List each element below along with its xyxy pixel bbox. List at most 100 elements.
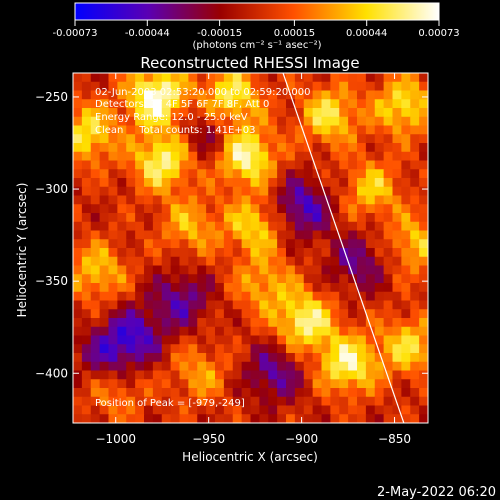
heatmap-cell	[419, 221, 428, 231]
heatmap-cell	[374, 178, 385, 188]
heatmap-cell	[241, 134, 251, 144]
heatmap-cell	[108, 213, 118, 223]
heatmap-cell	[339, 414, 349, 423]
heatmap-cell	[419, 318, 428, 328]
heatmap-cell	[161, 300, 172, 310]
heatmap-cell	[144, 291, 154, 301]
heatmap-cell	[170, 353, 180, 363]
heatmap-cell	[99, 134, 109, 144]
heatmap-cell	[330, 221, 340, 231]
heatmap-cell	[392, 370, 402, 380]
heatmap-cell	[294, 265, 305, 275]
heatmap-cell	[357, 318, 367, 328]
heatmap-cell	[108, 195, 118, 205]
heatmap-cell	[259, 160, 269, 170]
heatmap-cell	[410, 116, 420, 126]
heatmap-cell	[277, 186, 287, 196]
heatmap-cell	[144, 143, 154, 153]
heatmap-cell	[232, 221, 243, 231]
heatmap-cell	[90, 274, 101, 284]
heatmap-cell	[374, 405, 385, 415]
heatmap-cell	[73, 230, 83, 240]
heatmap-cell	[303, 213, 314, 223]
heatmap-cell	[330, 344, 340, 354]
heatmap-cell	[197, 90, 207, 100]
heatmap-cell	[108, 116, 118, 126]
heatmap-cell	[197, 274, 207, 284]
heatmap-cell	[90, 414, 101, 423]
heatmap-cell	[126, 344, 136, 354]
heatmap-cell	[277, 344, 287, 354]
heatmap-cell	[241, 143, 251, 153]
heatmap-cell	[383, 151, 393, 161]
x-tick-label: −950	[192, 432, 225, 446]
heatmap-cell	[135, 143, 145, 153]
heatmap-cell	[365, 309, 376, 319]
heatmap-cell	[259, 195, 269, 205]
heatmap-cell	[348, 99, 358, 109]
heatmap-cell	[215, 230, 225, 240]
heatmap-cell	[330, 396, 340, 406]
heatmap-cell	[117, 265, 127, 275]
heatmap-cell	[268, 388, 278, 398]
heatmap-cell	[250, 221, 260, 231]
heatmap-cell	[108, 405, 118, 415]
heatmap-cell	[410, 186, 420, 196]
heatmap-cell	[197, 195, 207, 205]
heatmap-cell	[179, 160, 189, 170]
heatmap-cell	[90, 90, 101, 100]
heatmap-cell	[383, 379, 393, 389]
heatmap-cell	[294, 230, 305, 240]
heatmap-cell	[259, 221, 269, 231]
heatmap-cell	[232, 274, 243, 284]
heatmap-cell	[126, 73, 136, 83]
heatmap-cell	[241, 125, 251, 135]
heatmap-cell	[277, 81, 287, 91]
heatmap-cell	[215, 195, 225, 205]
heatmap-cell	[321, 195, 331, 205]
heatmap-cell	[73, 414, 83, 423]
heatmap-cell	[188, 99, 198, 109]
heatmap-cell	[312, 99, 322, 109]
heatmap-cell	[179, 81, 189, 91]
heatmap-cell	[161, 414, 172, 423]
heatmap-cell	[117, 90, 127, 100]
heatmap-cell	[241, 73, 251, 83]
heatmap-cell	[117, 116, 127, 126]
heatmap-cell	[383, 116, 393, 126]
heatmap-cell	[401, 195, 411, 205]
heatmap-cell	[179, 248, 189, 258]
heatmap-cell	[374, 143, 385, 153]
heatmap-cell	[90, 221, 101, 231]
heatmap-cell	[401, 256, 411, 266]
heatmap-cell	[419, 125, 428, 135]
heatmap-cell	[321, 160, 331, 170]
heatmap-cell	[232, 388, 243, 398]
colorbar-gradient	[74, 2, 440, 21]
heatmap-cell	[268, 169, 278, 179]
heatmap-cell	[179, 169, 189, 179]
heatmap-cell	[135, 370, 145, 380]
heatmap-cell	[73, 300, 83, 310]
heatmap-cell	[152, 309, 163, 319]
heatmap-cell	[197, 99, 207, 109]
heatmap-cell	[144, 353, 154, 363]
heatmap-cell	[144, 388, 154, 398]
heatmap-cell	[268, 274, 278, 284]
heatmap-cell	[339, 151, 349, 161]
heatmap-cell	[241, 405, 251, 415]
heatmap-cell	[232, 143, 243, 153]
heatmap-cell	[365, 396, 376, 406]
heatmap-cell	[348, 370, 358, 380]
heatmap-cell	[215, 265, 225, 275]
heatmap-cell	[383, 318, 393, 328]
heatmap-cell	[410, 265, 420, 275]
heatmap-cell	[383, 265, 393, 275]
heatmap-cell	[73, 160, 83, 170]
heatmap-cell	[286, 116, 296, 126]
heatmap-cell	[126, 125, 136, 135]
heatmap-cell	[144, 195, 154, 205]
heatmap-cell	[339, 134, 349, 144]
heatmap-cell	[90, 99, 101, 109]
y-tick-label: −250	[35, 90, 68, 104]
